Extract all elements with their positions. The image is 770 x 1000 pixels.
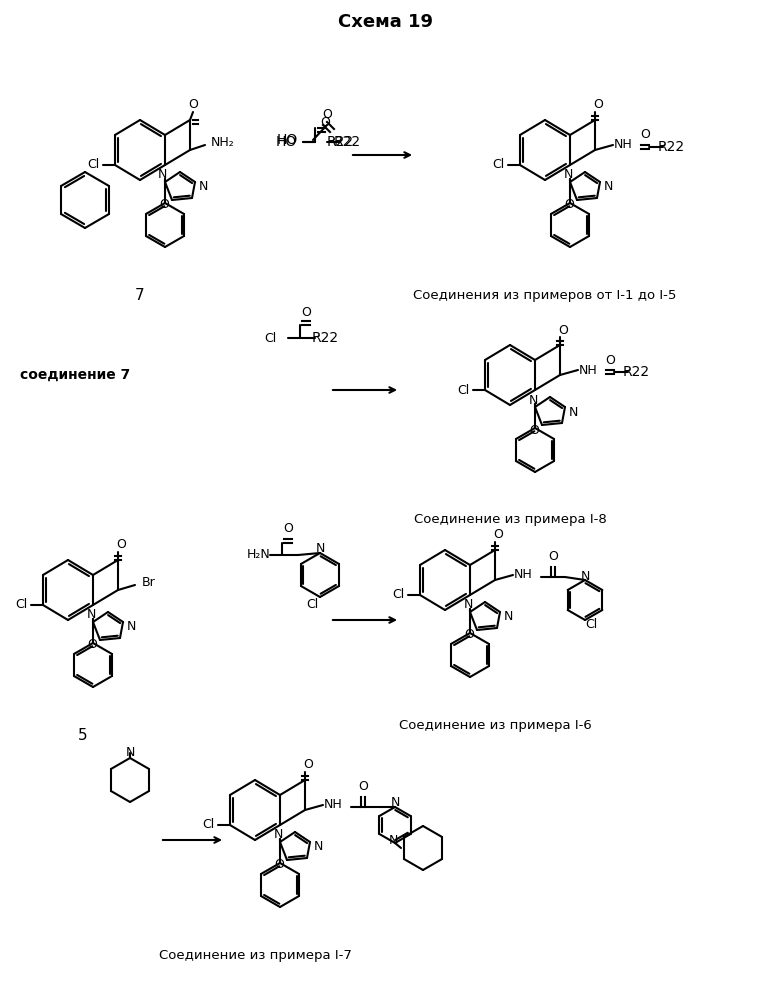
Text: N: N (568, 406, 578, 418)
Text: N: N (313, 840, 323, 854)
Text: O: O (605, 354, 615, 366)
Text: Соединение из примера I-6: Соединение из примера I-6 (399, 718, 591, 732)
Text: N: N (604, 180, 613, 194)
Text: Cl: Cl (264, 332, 276, 344)
Text: O: O (548, 550, 558, 564)
Text: NH: NH (323, 798, 343, 812)
Text: H₂N: H₂N (246, 548, 270, 562)
Text: N: N (315, 542, 325, 556)
Text: O: O (320, 116, 330, 129)
Text: N: N (528, 393, 537, 406)
Text: N: N (388, 834, 397, 846)
Text: O: O (274, 858, 284, 871)
Text: N: N (86, 608, 95, 621)
Text: R22: R22 (333, 135, 360, 149)
Text: N: N (464, 598, 473, 611)
Text: N: N (126, 746, 135, 758)
Text: O: O (464, 629, 474, 642)
Text: Cl: Cl (392, 588, 404, 601)
Text: N: N (564, 168, 573, 182)
Text: NH: NH (578, 363, 598, 376)
Text: HO: HO (276, 135, 297, 149)
Text: O: O (358, 780, 368, 794)
Text: Cl: Cl (87, 158, 99, 172)
Text: O: O (87, 639, 97, 652)
Text: O: O (558, 324, 568, 336)
Text: O: O (116, 538, 126, 552)
Text: O: O (303, 758, 313, 772)
Text: Cl: Cl (202, 818, 214, 832)
Text: Схема 19: Схема 19 (337, 13, 433, 31)
Text: O: O (593, 99, 603, 111)
Text: 5: 5 (79, 728, 88, 742)
Text: O: O (188, 99, 198, 111)
Text: NH: NH (614, 138, 632, 151)
Text: O: O (564, 198, 574, 212)
Text: Br: Br (142, 576, 156, 589)
Text: NH: NH (514, 568, 532, 582)
Text: O: O (493, 528, 503, 542)
Text: R22: R22 (658, 140, 685, 154)
Text: N: N (199, 180, 208, 194)
Text: N: N (504, 610, 513, 624)
Text: Cl: Cl (306, 598, 318, 611)
Text: Cl: Cl (457, 383, 469, 396)
Text: Cl: Cl (15, 598, 27, 611)
Text: O: O (529, 424, 539, 436)
Text: N: N (390, 796, 400, 810)
Text: NH₂: NH₂ (211, 136, 235, 149)
Text: Соединение из примера I-8: Соединение из примера I-8 (413, 514, 607, 526)
Text: O: O (322, 107, 332, 120)
Text: Cl: Cl (492, 158, 504, 172)
Text: R22: R22 (311, 331, 339, 345)
Text: O: O (301, 306, 311, 318)
Text: N: N (157, 168, 166, 182)
Text: O: O (159, 198, 169, 212)
Text: Cl: Cl (585, 618, 597, 632)
Text: 7: 7 (136, 288, 145, 302)
Text: O: O (283, 522, 293, 536)
Text: N: N (126, 620, 136, 634)
Text: соединение 7: соединение 7 (20, 368, 130, 382)
Text: R22: R22 (622, 365, 650, 379)
Text: Соединение из примера I-7: Соединение из примера I-7 (159, 948, 351, 962)
Text: N: N (581, 570, 590, 582)
Text: R22: R22 (326, 135, 353, 149)
Text: HO: HO (276, 133, 298, 147)
Text: Соединения из примеров от I-1 до I-5: Соединения из примеров от I-1 до I-5 (413, 288, 677, 302)
Text: O: O (640, 128, 650, 141)
Text: N: N (273, 828, 283, 842)
